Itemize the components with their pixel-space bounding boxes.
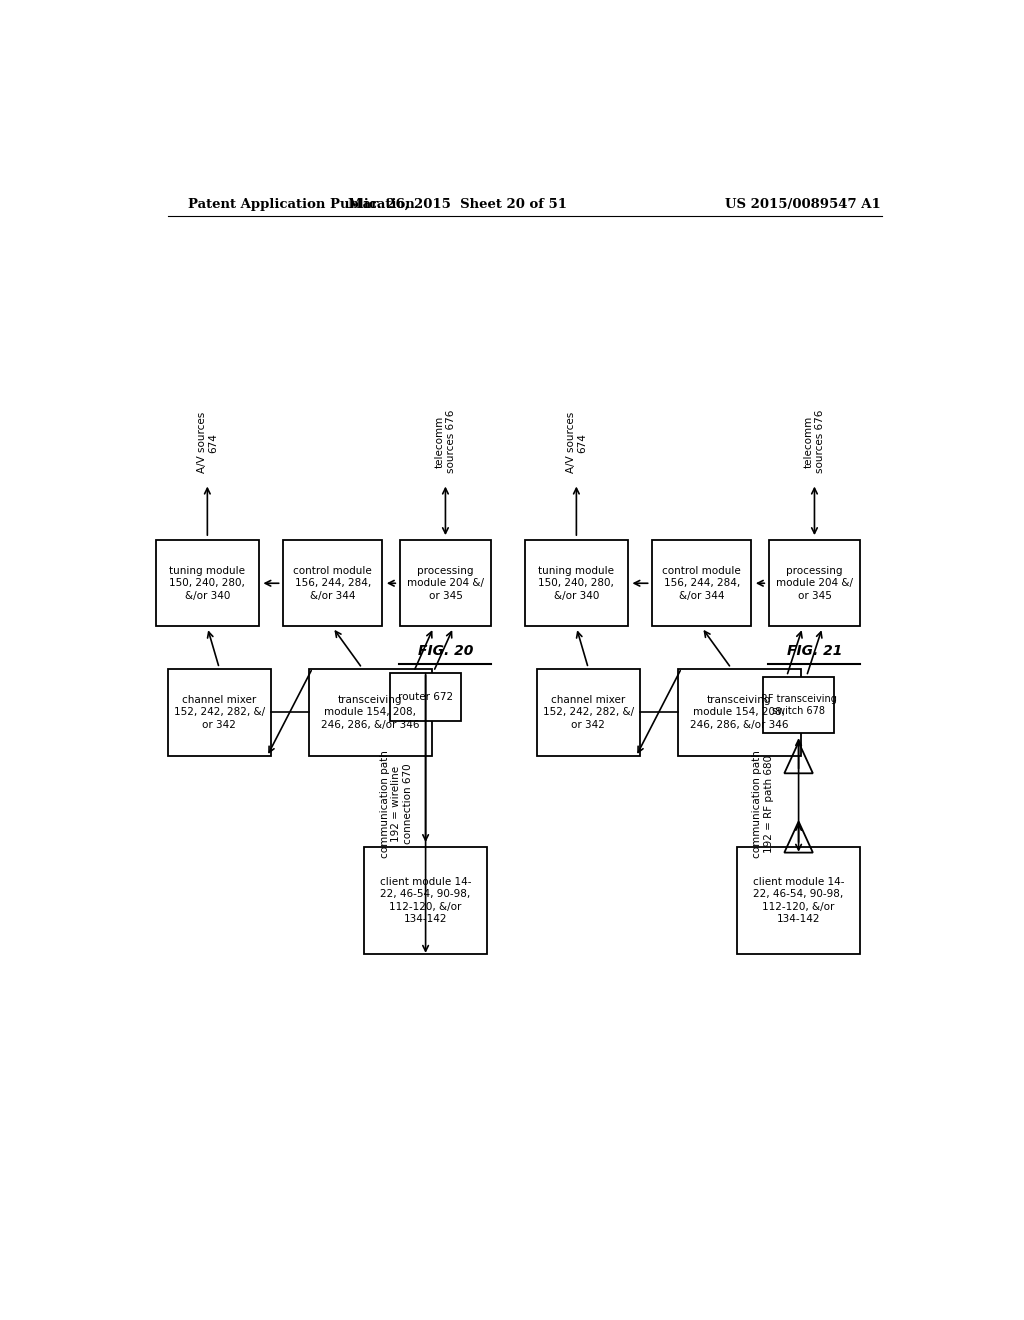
Text: A/V sources
674: A/V sources 674	[197, 412, 218, 474]
Text: transceiving
module 154, 208,
246, 286, &/or 346: transceiving module 154, 208, 246, 286, …	[321, 694, 419, 730]
Text: FIG. 20: FIG. 20	[418, 644, 473, 659]
Text: channel mixer
152, 242, 282, &/
or 342: channel mixer 152, 242, 282, &/ or 342	[543, 694, 634, 730]
Text: channel mixer
152, 242, 282, &/
or 342: channel mixer 152, 242, 282, &/ or 342	[174, 694, 265, 730]
Text: Patent Application Publication: Patent Application Publication	[187, 198, 415, 211]
Text: telecomm
sources 676: telecomm sources 676	[804, 411, 825, 474]
Bar	[524, 540, 628, 627]
Text: A/V sources
674: A/V sources 674	[565, 412, 587, 474]
Text: RF transceiving
switch 678: RF transceiving switch 678	[761, 694, 837, 717]
Text: telecomm
sources 676: telecomm sources 676	[434, 411, 457, 474]
Text: processing
module 204 &/
or 345: processing module 204 &/ or 345	[407, 566, 484, 601]
Text: processing
module 204 &/
or 345: processing module 204 &/ or 345	[776, 566, 853, 601]
Bar	[365, 847, 487, 954]
Text: tuning module
150, 240, 280,
&/or 340: tuning module 150, 240, 280, &/or 340	[169, 566, 246, 601]
Bar	[678, 669, 801, 755]
Text: FIG. 21: FIG. 21	[786, 644, 842, 659]
Text: US 2015/0089547 A1: US 2015/0089547 A1	[725, 198, 881, 211]
Bar	[399, 540, 492, 627]
Bar	[652, 540, 752, 627]
Bar	[769, 540, 860, 627]
Bar	[156, 540, 259, 627]
Text: control module
156, 244, 284,
&/or 344: control module 156, 244, 284, &/or 344	[293, 566, 372, 601]
Text: transceiving
module 154, 208,
246, 286, &/or 346: transceiving module 154, 208, 246, 286, …	[690, 694, 788, 730]
Text: tuning module
150, 240, 280,
&/or 340: tuning module 150, 240, 280, &/or 340	[539, 566, 614, 601]
Bar	[390, 673, 462, 722]
Text: communication path
192 = wireline
connection 670: communication path 192 = wireline connec…	[380, 750, 413, 858]
Bar	[763, 677, 835, 733]
Text: router 672: router 672	[398, 692, 454, 702]
Bar	[737, 847, 860, 954]
Text: communication path
192 = RF path 680: communication path 192 = RF path 680	[752, 750, 774, 858]
Text: control module
156, 244, 284,
&/or 344: control module 156, 244, 284, &/or 344	[663, 566, 741, 601]
Bar	[284, 540, 382, 627]
Text: client module 14-
22, 46-54, 90-98,
112-120, &/or
134-142: client module 14- 22, 46-54, 90-98, 112-…	[380, 876, 471, 924]
Bar	[168, 669, 270, 755]
Bar	[537, 669, 640, 755]
Bar	[308, 669, 431, 755]
Text: Mar. 26, 2015  Sheet 20 of 51: Mar. 26, 2015 Sheet 20 of 51	[348, 198, 567, 211]
Text: client module 14-
22, 46-54, 90-98,
112-120, &/or
134-142: client module 14- 22, 46-54, 90-98, 112-…	[753, 876, 845, 924]
